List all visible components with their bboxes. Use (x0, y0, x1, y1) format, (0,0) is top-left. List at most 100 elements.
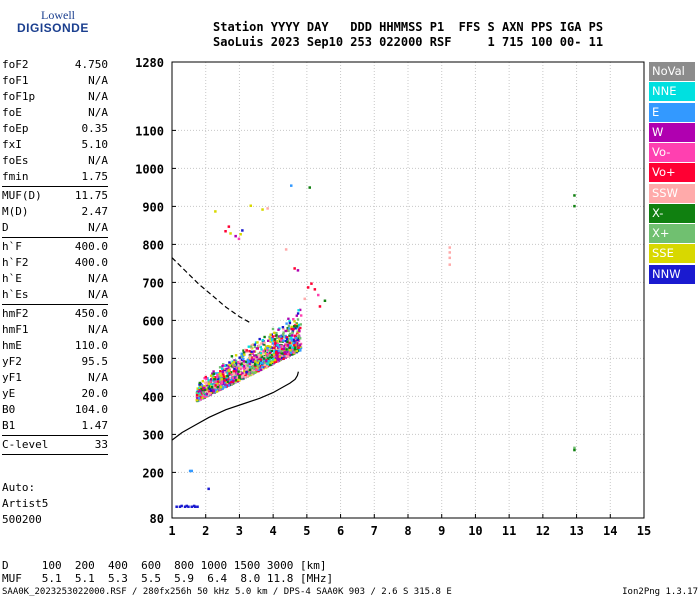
echo-point (199, 389, 202, 393)
echo-point (221, 387, 224, 390)
echo-point (273, 358, 277, 362)
echo-point (222, 368, 225, 372)
artist-version: Artist5 (2, 497, 49, 510)
param-separator (2, 186, 108, 187)
scatter-point (317, 293, 320, 297)
echo-point (240, 355, 244, 358)
echo-point (296, 312, 300, 315)
echo-point (225, 383, 229, 386)
echo-point (282, 357, 285, 360)
echo-point (254, 354, 258, 357)
echo-point (235, 369, 238, 372)
echo-point (201, 396, 204, 400)
echo-point (202, 391, 205, 394)
echo-point (286, 352, 290, 356)
param-value: 450.0 (74, 307, 108, 320)
echo-point (244, 373, 248, 376)
echo-point (243, 365, 246, 368)
echo-point (281, 335, 285, 338)
x-tick-label: 2 (202, 524, 209, 538)
param-value: N/A (88, 154, 108, 167)
echo-point (218, 372, 221, 376)
param-value: N/A (88, 106, 108, 119)
echo-point (219, 385, 223, 389)
echo-point (293, 336, 297, 339)
echo-point (294, 339, 297, 343)
echo-point (234, 368, 238, 371)
echo-point (242, 357, 245, 361)
echo-point (293, 347, 297, 351)
echo-point (238, 360, 242, 363)
scatter-point (196, 505, 199, 508)
echo-point (209, 374, 213, 377)
param-name: fxI (2, 138, 22, 151)
echo-point (297, 339, 301, 343)
echo-point (278, 337, 281, 340)
echo-point (230, 355, 234, 358)
echo-point (228, 372, 231, 375)
echo-point (284, 343, 287, 346)
echo-point (299, 326, 302, 330)
echo-point (285, 348, 288, 351)
echo-point (222, 377, 226, 380)
echo-point (196, 387, 199, 390)
param-separator (2, 435, 108, 436)
echo-point (221, 370, 224, 374)
echo-point (213, 378, 216, 381)
echo-point (259, 352, 262, 355)
scatter-point (318, 305, 322, 308)
scatter-point (188, 469, 192, 473)
echo-point (290, 325, 293, 329)
echo-point (284, 353, 287, 356)
echo-point (279, 345, 282, 349)
echo-point (228, 381, 232, 385)
scatter-point (306, 286, 310, 289)
echo-point (222, 375, 226, 379)
param-value: 1.47 (81, 419, 109, 432)
echo-point (232, 360, 236, 364)
echo-point (224, 385, 227, 388)
echo-point (263, 358, 266, 362)
echo-point (299, 349, 302, 352)
echo-point (209, 389, 213, 392)
echo-point (266, 352, 269, 356)
param-value: N/A (88, 288, 108, 301)
scatter-point (448, 256, 451, 260)
param-separator (2, 237, 108, 238)
echo-point (262, 349, 265, 353)
echo-point (266, 346, 269, 350)
echo-point (269, 350, 272, 354)
echo-point (252, 358, 255, 361)
echo-point (245, 349, 248, 352)
x-tick-label: 3 (236, 524, 243, 538)
scatter-point (241, 229, 244, 232)
echo-point (282, 347, 285, 351)
echo-point (221, 364, 224, 368)
echo-point (226, 377, 230, 380)
echo-point (277, 359, 280, 362)
echo-point (280, 355, 284, 358)
param-name: hmF2 (2, 307, 29, 320)
param-name: yF1 (2, 371, 22, 384)
legend-entry: NNW (649, 264, 695, 284)
echo-point (294, 327, 297, 330)
param-name: C-level (2, 438, 49, 451)
param-row: yF1 N/A (2, 370, 108, 386)
echo-point (243, 372, 246, 375)
echo-point (293, 344, 296, 347)
echo-point (247, 372, 251, 375)
echo-point (285, 345, 288, 348)
legend-entry: SSE (649, 244, 695, 264)
true-height-profile (171, 371, 299, 441)
scatter-point (310, 282, 313, 285)
echo-point (198, 381, 201, 385)
legend-entry: W (649, 122, 695, 142)
echo-point (272, 342, 275, 345)
echo-point (259, 356, 262, 359)
echo-point (245, 368, 248, 372)
y-tick-label: 700 (142, 276, 164, 290)
scatter-point (237, 237, 241, 241)
echo-point (219, 383, 223, 386)
echo-point (291, 329, 295, 333)
distance-row: D 100 200 400 600 800 1000 1500 3000 [km… (2, 559, 327, 572)
